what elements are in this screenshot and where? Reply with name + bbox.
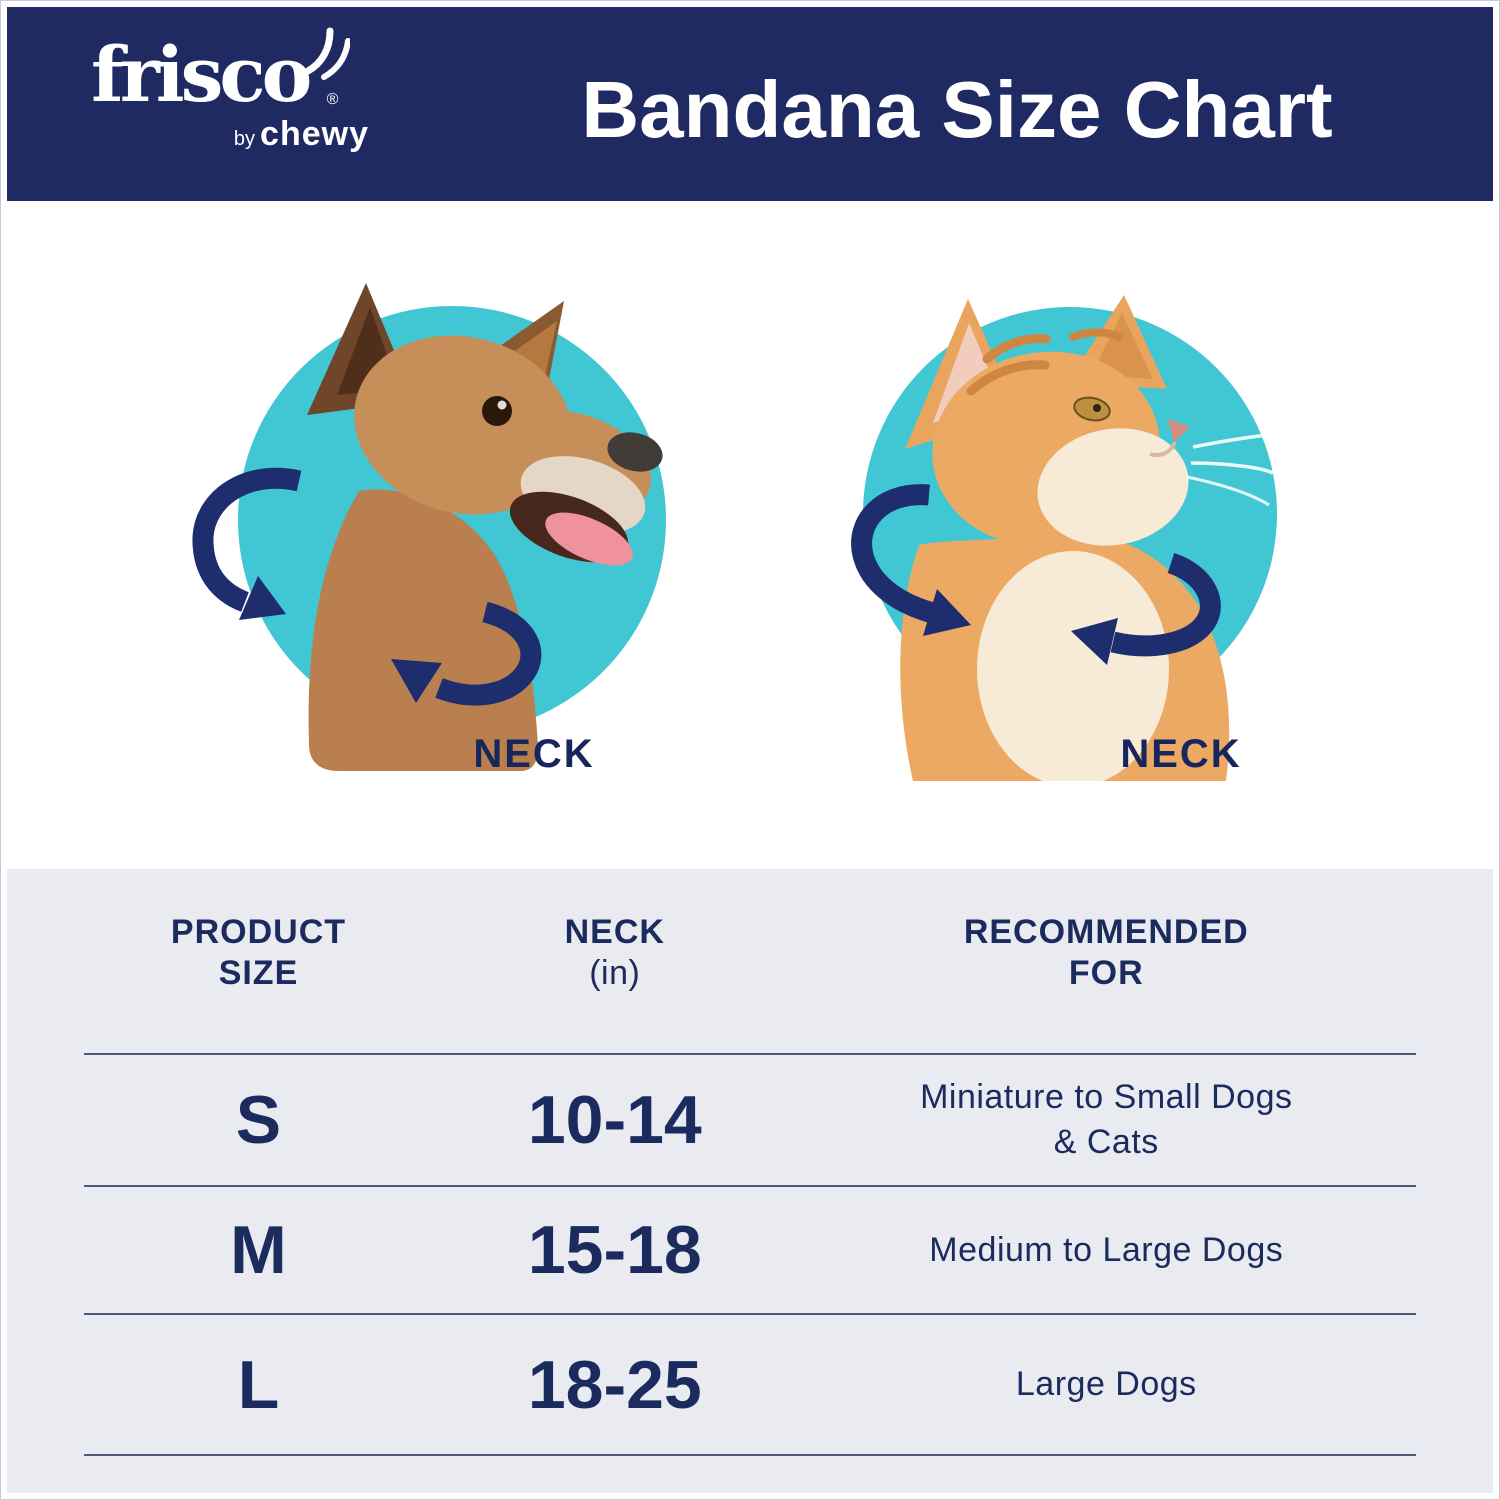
table-row-size-m: M 15-18 Medium to Large Dogs xyxy=(84,1185,1416,1313)
column-header-product-size: PRODUCT SIZE xyxy=(84,861,433,1045)
cat-nose xyxy=(1168,419,1190,442)
frisco-by-chewy-logo: frisco ® by chewy xyxy=(91,27,411,154)
dog-photo-circle xyxy=(192,283,666,771)
dog-nose xyxy=(607,432,663,472)
page-title: Bandana Size Chart xyxy=(581,65,1333,154)
dog-neck-label: NECK xyxy=(473,732,595,776)
table-row-size-l: L 18-25 Large Dogs xyxy=(84,1313,1416,1454)
neck-range-value: 18-25 xyxy=(527,1346,702,1423)
column-header-recommended-for: RECOMMENDED FOR xyxy=(797,861,1416,1045)
registered-mark: ® xyxy=(326,90,339,108)
column-header-line: FOR xyxy=(1068,954,1144,992)
table-row-size-s: S 10-14 Miniature to Small Dogs & Cats xyxy=(84,1053,1416,1185)
table-bottom-divider xyxy=(84,1454,1416,1456)
product-size-value: M xyxy=(230,1212,287,1288)
cat-eye xyxy=(1073,396,1111,422)
header-band: frisco ® by chewy Bandana Size Chart xyxy=(7,7,1493,201)
dog-tongue xyxy=(545,512,633,566)
by-text: by xyxy=(233,127,256,150)
neck-range-value: 10-14 xyxy=(527,1082,702,1158)
size-chart-table: PRODUCT SIZE NECK (in) RECOMMENDED FOR S… xyxy=(7,869,1493,1493)
frisco-wordmark: frisco ® xyxy=(91,27,351,115)
dog-eye xyxy=(482,396,512,426)
frisco-brand-text: frisco xyxy=(91,30,312,119)
tail-swoosh-icon xyxy=(304,27,351,80)
column-header-line: SIZE xyxy=(218,954,299,992)
recommended-for-value: Large Dogs xyxy=(797,1315,1416,1454)
column-header-neck-in: NECK (in) xyxy=(433,861,797,1045)
neck-measure-arrows-icon xyxy=(851,484,1221,665)
recommended-for-text: Miniature to Small Dogs & Cats xyxy=(920,1078,1293,1161)
neck-range-value: 15-18 xyxy=(527,1212,702,1288)
recommended-for-value: Medium to Large Dogs xyxy=(797,1187,1416,1313)
cat-photo-circle xyxy=(851,295,1277,787)
column-header-line: NECK xyxy=(564,913,665,951)
dog-neck-figure xyxy=(191,239,721,784)
cat-neck-figure xyxy=(841,241,1371,787)
recommended-for-text: Medium to Large Dogs xyxy=(929,1230,1284,1269)
cat-whiskers xyxy=(1186,433,1274,507)
cat-neck-label: NECK xyxy=(1120,732,1242,776)
product-size-value: S xyxy=(235,1082,282,1158)
recommended-for-value: Miniature to Small Dogs & Cats xyxy=(797,1055,1416,1185)
recommended-for-text: Large Dogs xyxy=(1015,1365,1197,1403)
cat-chest xyxy=(977,551,1169,787)
by-chewy-lockup: by chewy xyxy=(91,115,369,154)
column-header-unit: (in) xyxy=(589,954,641,992)
table-header-row: PRODUCT SIZE NECK (in) RECOMMENDED FOR xyxy=(84,869,1416,1053)
column-header-line: PRODUCT xyxy=(170,913,347,951)
column-header-line: RECOMMENDED xyxy=(963,913,1249,951)
neck-measure-arrows-icon xyxy=(192,467,542,706)
product-size-value: L xyxy=(237,1346,280,1423)
cat-muzzle xyxy=(1037,428,1189,546)
chewy-brand-text: chewy xyxy=(260,114,369,153)
